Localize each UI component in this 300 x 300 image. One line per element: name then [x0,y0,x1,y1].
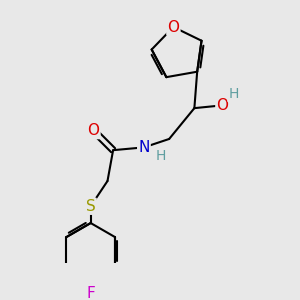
Text: H: H [228,87,239,101]
Text: S: S [86,199,96,214]
Text: N: N [138,140,150,155]
Text: O: O [216,98,228,113]
Text: O: O [88,123,100,138]
Text: O: O [167,20,179,34]
Text: F: F [86,286,95,300]
Text: H: H [156,149,166,163]
